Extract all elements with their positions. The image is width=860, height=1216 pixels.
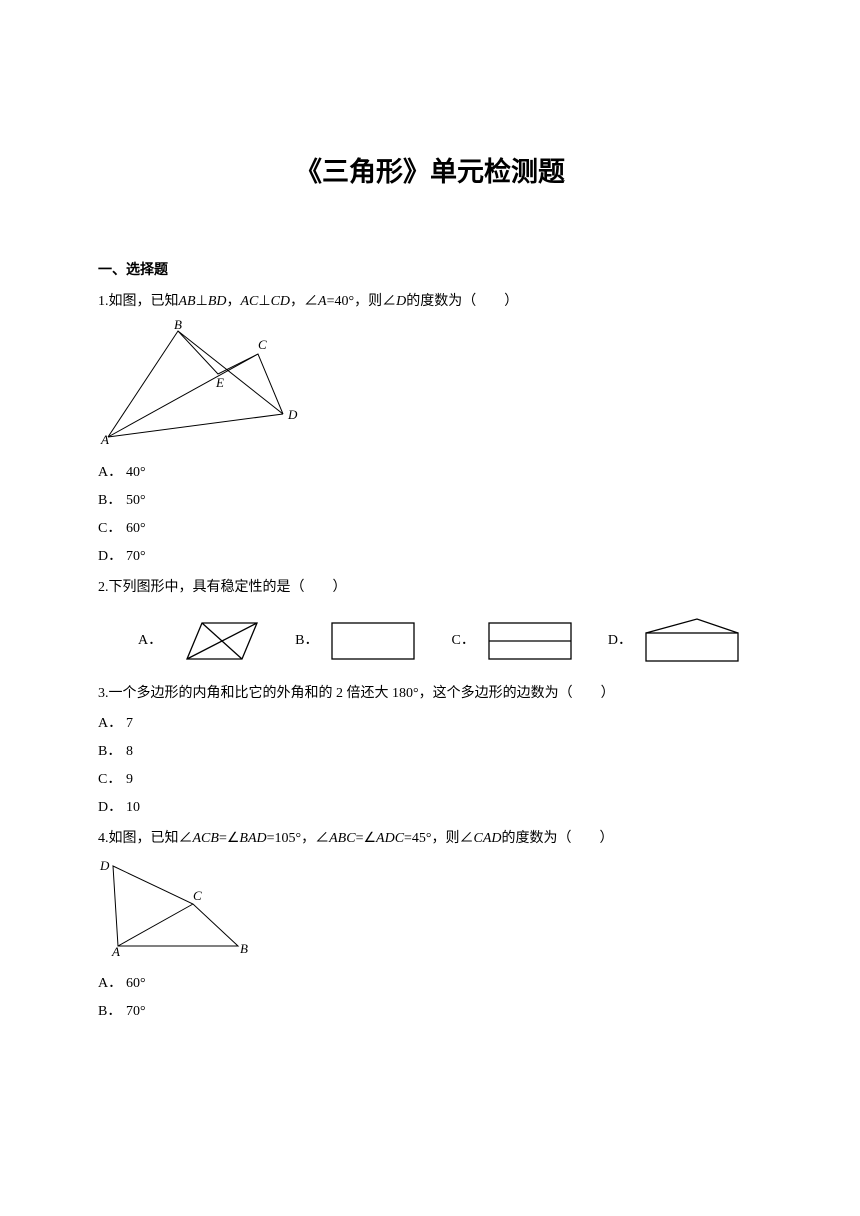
q1-opt-c: C．60°	[98, 515, 762, 543]
q1-figure: A B C D E	[98, 319, 762, 452]
svg-text:A: A	[111, 944, 120, 956]
q1-ac: AC	[240, 294, 258, 309]
q3-opt-a: A．7	[98, 710, 762, 738]
q1-d: D	[396, 294, 406, 309]
opt-label-d: D．	[98, 794, 126, 822]
q1-optc-val: 60°	[126, 521, 146, 536]
svg-text:B: B	[240, 941, 248, 956]
opt-label-a: A．	[98, 710, 126, 738]
q4-tail: 的度数为（ ）	[502, 831, 614, 846]
q4-optb-val: 70°	[126, 1004, 146, 1019]
q1-bd: BD	[208, 294, 227, 309]
q3-opta-val: 7	[126, 716, 133, 731]
svg-text:A: A	[100, 432, 109, 444]
q2-labC: C．	[452, 630, 475, 652]
q2-opt-b: B．	[295, 619, 418, 663]
q4-eq2: =∠	[356, 831, 376, 846]
q4-opt-a: A．60°	[98, 970, 762, 998]
q2-labD: D．	[608, 630, 632, 652]
q1-a: A	[318, 294, 327, 309]
opt-label-b: B．	[98, 738, 126, 766]
q1-ab: AB	[179, 294, 196, 309]
q4-pre: 4.如图，已知∠	[98, 831, 193, 846]
q2-opt-d: D．	[608, 617, 742, 665]
svg-text:D: D	[287, 407, 298, 422]
q2-options: A． B． C． D．	[98, 617, 762, 665]
opt-label-d: D．	[98, 543, 126, 571]
q4-text: 4.如图，已知∠ACB=∠BAD=105°，∠ABC=∠ADC=45°，则∠CA…	[98, 828, 762, 850]
q1-opta-val: 40°	[126, 465, 146, 480]
q2-opt-a: A．	[138, 619, 262, 663]
section-header: 一、选择题	[98, 259, 762, 279]
svg-text:D: D	[99, 858, 110, 873]
q1-c2: ，∠	[290, 294, 318, 309]
question-4: 4.如图，已知∠ACB=∠BAD=105°，∠ABC=∠ADC=45°，则∠CA…	[98, 828, 762, 1027]
q1-tail: 的度数为（ ）	[406, 294, 518, 309]
q4-cad: CAD	[474, 831, 502, 846]
q4-105: =105°，∠	[267, 831, 330, 846]
q4-eq: =∠	[219, 831, 239, 846]
q1-cd: CD	[271, 294, 290, 309]
q2-labA: A．	[138, 630, 162, 652]
q4-opt-b: B．70°	[98, 998, 762, 1026]
q1-text: 1.如图，已知AB⊥BD，AC⊥CD，∠A=40°，则∠D的度数为（ ）	[98, 291, 762, 313]
q4-acb: ACB	[193, 831, 219, 846]
svg-text:E: E	[215, 375, 224, 390]
q2-shape-a	[172, 619, 262, 663]
q1-40: =40°，则∠	[327, 294, 397, 309]
svg-text:C: C	[193, 888, 202, 903]
q3-opt-d: D．10	[98, 794, 762, 822]
opt-label-b: B．	[98, 487, 126, 515]
q3-opt-b: B．8	[98, 738, 762, 766]
q3-optd-val: 10	[126, 800, 140, 815]
opt-label-a: A．	[98, 459, 126, 487]
q4-45: =45°，则∠	[404, 831, 474, 846]
q1-opt-d: D．70°	[98, 543, 762, 571]
q2-labB: B．	[295, 630, 318, 652]
question-1: 1.如图，已知AB⊥BD，AC⊥CD，∠A=40°，则∠D的度数为（ ） A B…	[98, 291, 762, 571]
q4-figure: D C A B	[98, 856, 762, 964]
question-3: 3.一个多边形的内角和比它的外角和的 2 倍还大 180°，这个多边形的边数为（…	[98, 683, 762, 821]
q2-shape-b	[328, 619, 418, 663]
q3-optb-val: 8	[126, 744, 133, 759]
opt-label-c: C．	[98, 515, 126, 543]
q2-shape-d	[642, 617, 742, 665]
q1-opt-b: B．50°	[98, 487, 762, 515]
page-title: 《三角形》单元检测题	[98, 150, 762, 189]
q1-optb-val: 50°	[126, 493, 146, 508]
q4-adc: ADC	[376, 831, 404, 846]
question-2: 2.下列图形中，具有稳定性的是（ ） A． B． C． D．	[98, 577, 762, 665]
q4-bad: BAD	[239, 831, 266, 846]
q1-optd-val: 70°	[126, 549, 146, 564]
q1-c1: ，	[226, 294, 240, 309]
svg-text:B: B	[174, 319, 182, 332]
q1-perp1: ⊥	[196, 294, 208, 309]
q2-text: 2.下列图形中，具有稳定性的是（ ）	[98, 577, 762, 599]
q2-opt-c: C．	[452, 619, 575, 663]
q2-shape-c	[485, 619, 575, 663]
opt-label-b: B．	[98, 998, 126, 1026]
opt-label-c: C．	[98, 766, 126, 794]
q3-optc-val: 9	[126, 772, 133, 787]
q1-opt-a: A．40°	[98, 459, 762, 487]
q1-perp2: ⊥	[258, 294, 270, 309]
q3-text: 3.一个多边形的内角和比它的外角和的 2 倍还大 180°，这个多边形的边数为（…	[98, 683, 762, 705]
q4-abc: ABC	[329, 831, 355, 846]
svg-text:C: C	[258, 337, 267, 352]
q1-pre: 1.如图，已知	[98, 294, 179, 309]
q4-opta-val: 60°	[126, 976, 146, 991]
q3-opt-c: C．9	[98, 766, 762, 794]
opt-label-a: A．	[98, 970, 126, 998]
